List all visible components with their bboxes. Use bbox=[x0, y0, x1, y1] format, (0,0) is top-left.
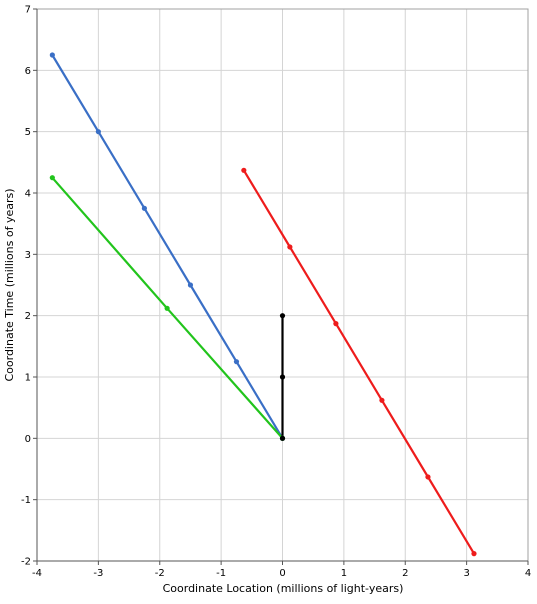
x-tick-label: 3 bbox=[463, 568, 469, 579]
points-layer bbox=[49, 52, 477, 557]
x-tick-label: -2 bbox=[155, 568, 165, 579]
x-tick-label: 1 bbox=[341, 568, 347, 579]
y-axis-label: Coordinate Time (millions of years) bbox=[3, 188, 16, 381]
data-point bbox=[333, 321, 339, 327]
data-point bbox=[379, 397, 385, 403]
y-tick-label: 6 bbox=[25, 66, 31, 77]
y-tick-label: 3 bbox=[25, 250, 31, 261]
x-tick-label: -1 bbox=[216, 568, 226, 579]
y-tick-label: 7 bbox=[25, 5, 31, 16]
y-tick-label: 2 bbox=[25, 311, 31, 322]
data-point bbox=[287, 244, 293, 250]
data-point bbox=[279, 374, 286, 380]
tick-labels: -4 -3 -2 -1 0 1 2 3 4 -2 -1 0 1 2 3 4 5 6 7 bbox=[21, 5, 531, 580]
x-tick-label: 2 bbox=[402, 568, 408, 579]
y-tick-label: 0 bbox=[25, 434, 31, 445]
y-tick-label: 5 bbox=[25, 127, 31, 138]
y-tick-label: -2 bbox=[21, 557, 31, 568]
x-axis-label: Coordinate Location (millions of light-y… bbox=[163, 582, 404, 595]
data-point bbox=[141, 205, 148, 211]
data-point bbox=[425, 474, 431, 480]
y-tick-label: 1 bbox=[25, 373, 31, 384]
data-point bbox=[187, 282, 194, 288]
x-tick-label: 4 bbox=[525, 568, 531, 579]
series-line-4 bbox=[242, 169, 476, 555]
data-point bbox=[233, 359, 240, 365]
series-line-1 bbox=[51, 53, 284, 440]
data-point bbox=[164, 305, 170, 311]
data-point bbox=[279, 313, 286, 319]
data-point bbox=[49, 52, 55, 58]
data-point bbox=[279, 435, 286, 441]
x-tick-label: -3 bbox=[93, 568, 103, 579]
data-point bbox=[471, 551, 477, 557]
data-point bbox=[49, 175, 55, 181]
y-tick-label: -1 bbox=[21, 495, 31, 506]
x-tick-label: -4 bbox=[32, 568, 42, 579]
data-point bbox=[241, 167, 247, 173]
y-tick-label: 4 bbox=[25, 189, 31, 200]
data-point bbox=[95, 129, 101, 135]
x-tick-label: 0 bbox=[279, 568, 285, 579]
grid-lines bbox=[36, 8, 529, 562]
series-layer bbox=[51, 53, 476, 555]
